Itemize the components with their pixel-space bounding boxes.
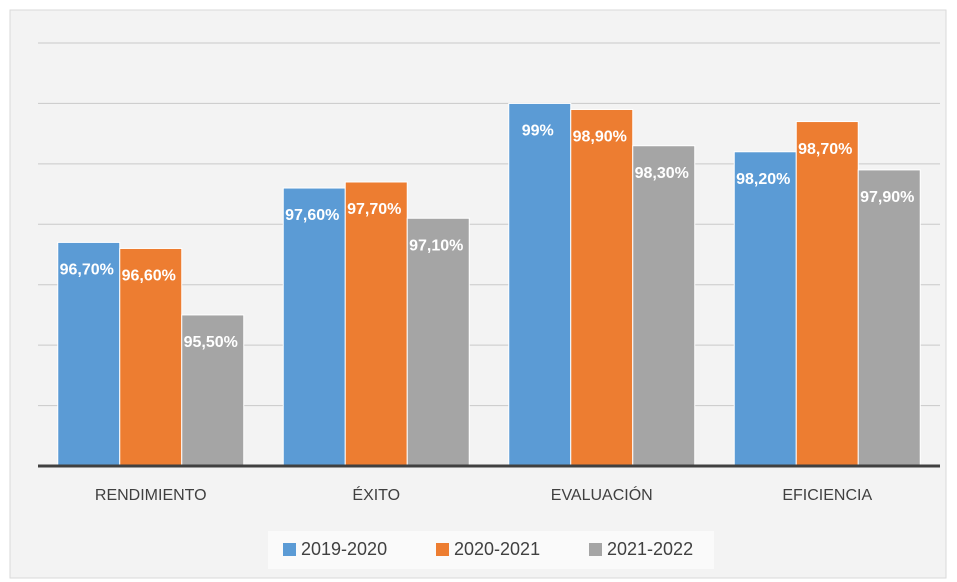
data-label: 97,10% — [409, 237, 463, 254]
bar — [406, 217, 470, 467]
data-label: 98,30% — [635, 165, 689, 182]
bar — [181, 314, 245, 467]
data-label: 96,70% — [60, 262, 114, 279]
legend-label: 2019-2020 — [301, 539, 387, 559]
data-label: 96,60% — [122, 268, 176, 285]
data-label: 97,90% — [860, 189, 914, 206]
data-label: 97,70% — [347, 201, 401, 218]
x-tick-label: RENDIMIENTO — [95, 487, 207, 504]
x-tick-label: EFICIENCIA — [782, 487, 872, 504]
legend-swatch — [436, 543, 449, 556]
legend-swatch — [589, 543, 602, 556]
legend-swatch — [283, 543, 296, 556]
legend-label: 2021-2022 — [607, 539, 693, 559]
x-tick-label: EVALUACIÓN — [551, 485, 653, 504]
data-label: 97,60% — [285, 207, 339, 224]
bar — [508, 102, 572, 467]
bar — [632, 145, 696, 467]
bar — [733, 151, 797, 467]
legend-label: 2020-2021 — [454, 539, 540, 559]
bar — [570, 108, 634, 467]
bar — [57, 241, 121, 467]
bar — [795, 121, 859, 467]
data-label: 99% — [522, 123, 554, 140]
bar — [119, 247, 183, 467]
data-label: 98,70% — [798, 141, 852, 158]
data-label: 98,20% — [736, 171, 790, 188]
data-label: 98,90% — [573, 129, 627, 146]
bar — [857, 169, 921, 467]
bar — [344, 181, 408, 467]
bar — [282, 187, 346, 467]
x-tick-label: ÉXITO — [352, 485, 400, 504]
data-label: 95,50% — [184, 334, 238, 351]
legend-box — [268, 531, 714, 569]
